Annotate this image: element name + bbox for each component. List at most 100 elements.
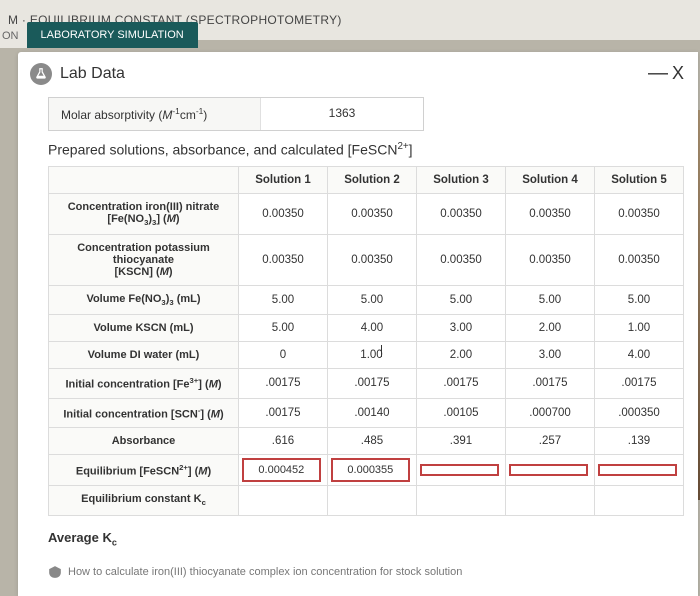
table-cell: 5.00 bbox=[417, 285, 506, 314]
table-row: Equilibrium [FeSCN2+] (M)0.000452 0.00035… bbox=[49, 455, 684, 486]
col-header: Solution 3 bbox=[417, 166, 506, 193]
table-cell: 3.00 bbox=[417, 315, 506, 342]
row-label: Absorbance bbox=[49, 428, 239, 455]
row-label: Initial concentration [SCN-] (M) bbox=[49, 398, 239, 428]
table-cell: 0.00350 bbox=[328, 193, 417, 234]
close-icon: X bbox=[672, 63, 684, 84]
table-cell: .139 bbox=[595, 428, 684, 455]
tab-partial[interactable]: ON bbox=[0, 24, 27, 48]
table-cell: .391 bbox=[417, 428, 506, 455]
molar-absorptivity-row: Molar absorptivity (M-1cm-1) 1363 bbox=[48, 97, 424, 131]
equilibrium-input[interactable]: 0.000355 bbox=[331, 458, 410, 482]
equilibrium-input[interactable] bbox=[598, 464, 677, 476]
table-row: Absorbance.616.485.391.257.139 bbox=[49, 428, 684, 455]
table-cell: 0.00350 bbox=[239, 234, 328, 285]
col-header: Solution 2 bbox=[328, 166, 417, 193]
molar-label: Molar absorptivity (M-1cm-1) bbox=[49, 98, 261, 130]
table-cell: 4.00 bbox=[328, 315, 417, 342]
table-cell[interactable] bbox=[506, 455, 595, 486]
table-cell: 4.00 bbox=[595, 342, 684, 369]
row-label: Equilibrium constant Kc bbox=[49, 486, 239, 515]
table-cell: 0.00350 bbox=[595, 234, 684, 285]
hint-text: How to calculate iron(III) thiocyanate c… bbox=[68, 566, 462, 578]
table-cell: .000700 bbox=[506, 398, 595, 428]
table-row: Equilibrium constant Kc bbox=[49, 486, 684, 515]
table-cell[interactable]: 0.000452 bbox=[239, 455, 328, 486]
tab-lab-simulation[interactable]: LABORATORY SIMULATION bbox=[27, 22, 198, 48]
table-cell: .00105 bbox=[417, 398, 506, 428]
panel-content: Molar absorptivity (M-1cm-1) 1363 Prepar… bbox=[18, 93, 698, 579]
table-cell bbox=[595, 486, 684, 515]
table-cell[interactable] bbox=[595, 455, 684, 486]
section-title: Prepared solutions, absorbance, and calc… bbox=[48, 141, 684, 158]
table-cell: .00175 bbox=[328, 369, 417, 399]
table-cell: 3.00 bbox=[506, 342, 595, 369]
panel-header: Lab Data — X bbox=[18, 52, 698, 93]
col-header: Solution 1 bbox=[239, 166, 328, 193]
table-cell: 1.00 bbox=[328, 342, 417, 369]
table-row: Initial concentration [Fe3+] (M).00175.0… bbox=[49, 369, 684, 399]
table-cell: .00175 bbox=[506, 369, 595, 399]
table-row: Initial concentration [SCN-] (M).00175.0… bbox=[49, 398, 684, 428]
table-cell: .000350 bbox=[595, 398, 684, 428]
table-cell: .00140 bbox=[328, 398, 417, 428]
table-row: Concentration iron(III) nitrate[Fe(NO3)3… bbox=[49, 193, 684, 234]
panel-title: Lab Data bbox=[60, 65, 648, 83]
table-cell bbox=[417, 486, 506, 515]
table-cell: 0.00350 bbox=[417, 193, 506, 234]
solutions-table: Solution 1 Solution 2 Solution 3 Solutio… bbox=[48, 166, 684, 516]
hint-icon bbox=[48, 565, 62, 579]
average-kc: Average Kc bbox=[48, 530, 684, 548]
table-cell: .00175 bbox=[595, 369, 684, 399]
table-cell: 2.00 bbox=[417, 342, 506, 369]
tab-bar: ON LABORATORY SIMULATION bbox=[0, 22, 198, 48]
table-cell: 0.00350 bbox=[595, 193, 684, 234]
minimize-icon: — bbox=[648, 62, 668, 85]
table-corner bbox=[49, 166, 239, 193]
table-cell: 5.00 bbox=[239, 315, 328, 342]
table-cell: 0.00350 bbox=[417, 234, 506, 285]
table-cell: 0.00350 bbox=[239, 193, 328, 234]
col-header: Solution 4 bbox=[506, 166, 595, 193]
table-row: Volume KSCN (mL)5.004.003.002.001.00 bbox=[49, 315, 684, 342]
table-cell: 0.00350 bbox=[506, 193, 595, 234]
row-label: Concentration iron(III) nitrate[Fe(NO3)3… bbox=[49, 193, 239, 234]
table-cell: 5.00 bbox=[239, 285, 328, 314]
table-cell bbox=[506, 486, 595, 515]
flask-icon bbox=[30, 63, 52, 85]
col-header: Solution 5 bbox=[595, 166, 684, 193]
table-cell bbox=[239, 486, 328, 515]
table-cell: .00175 bbox=[417, 369, 506, 399]
cursor-icon bbox=[381, 345, 382, 357]
table-cell bbox=[328, 486, 417, 515]
table-cell: 0 bbox=[239, 342, 328, 369]
table-cell: 2.00 bbox=[506, 315, 595, 342]
row-label: Initial concentration [Fe3+] (M) bbox=[49, 369, 239, 399]
molar-value: 1363 bbox=[261, 98, 423, 130]
table-row: Volume Fe(NO3)3 (mL)5.005.005.005.005.00 bbox=[49, 285, 684, 314]
row-label: Concentration potassium thiocyanate[KSCN… bbox=[49, 234, 239, 285]
equilibrium-input[interactable]: 0.000452 bbox=[242, 458, 321, 482]
lab-data-panel: Lab Data — X Molar absorptivity (M-1cm-1… bbox=[18, 52, 698, 596]
table-cell[interactable]: 0.000355 bbox=[328, 455, 417, 486]
equilibrium-input[interactable] bbox=[509, 464, 588, 476]
table-cell: .616 bbox=[239, 428, 328, 455]
equilibrium-input[interactable] bbox=[420, 464, 499, 476]
table-cell: 0.00350 bbox=[328, 234, 417, 285]
table-cell: 5.00 bbox=[328, 285, 417, 314]
hint-row[interactable]: How to calculate iron(III) thiocyanate c… bbox=[48, 565, 684, 579]
row-label: Volume DI water (mL) bbox=[49, 342, 239, 369]
table-cell: .00175 bbox=[239, 398, 328, 428]
row-label: Volume KSCN (mL) bbox=[49, 315, 239, 342]
table-cell: 1.00 bbox=[595, 315, 684, 342]
row-label: Equilibrium [FeSCN2+] (M) bbox=[49, 455, 239, 486]
table-cell[interactable] bbox=[417, 455, 506, 486]
row-label: Volume Fe(NO3)3 (mL) bbox=[49, 285, 239, 314]
table-cell: .257 bbox=[506, 428, 595, 455]
table-cell: 0.00350 bbox=[506, 234, 595, 285]
table-cell: 5.00 bbox=[595, 285, 684, 314]
close-button[interactable]: — X bbox=[648, 62, 684, 85]
table-cell: 5.00 bbox=[506, 285, 595, 314]
table-cell: .485 bbox=[328, 428, 417, 455]
table-row: Volume DI water (mL)01.002.003.004.00 bbox=[49, 342, 684, 369]
